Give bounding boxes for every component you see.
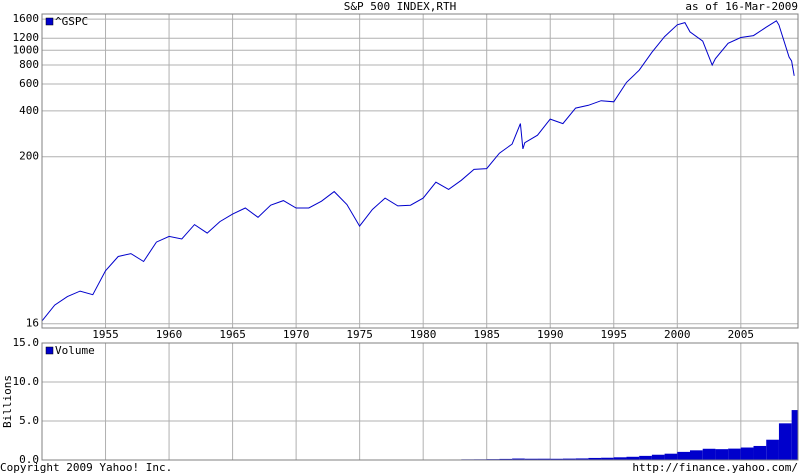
volume-bar xyxy=(651,454,665,460)
y-tick-label: 1200 xyxy=(13,31,40,44)
volume-bar xyxy=(677,451,690,460)
volume-bar xyxy=(524,458,538,460)
volume-bar xyxy=(766,439,779,460)
y-tick-label: 15.0 xyxy=(13,336,40,349)
x-tick-label: 1995 xyxy=(601,328,628,341)
volume-bar xyxy=(537,458,551,460)
volume-bar xyxy=(550,458,563,460)
x-tick-label: 1960 xyxy=(156,328,183,341)
volume-bar xyxy=(778,423,792,460)
volume-bar xyxy=(702,448,716,460)
y-tick-label: 200 xyxy=(19,150,39,163)
volume-bar xyxy=(639,455,652,460)
x-tick-label: 1990 xyxy=(537,328,564,341)
plot-area xyxy=(42,14,798,328)
x-tick-label: 1980 xyxy=(410,328,437,341)
source-url: http://finance.yahoo.com/ xyxy=(632,461,798,474)
volume-bar xyxy=(664,453,678,460)
volume-bar xyxy=(791,410,798,460)
y-tick-label: 16 xyxy=(26,317,39,330)
chart-subtitle: as of 16-Mar-2009 xyxy=(685,0,798,13)
x-tick-label: 1975 xyxy=(346,328,373,341)
x-tick-label: 1955 xyxy=(92,328,119,341)
volume-bar xyxy=(753,445,767,460)
legend-label: Volume xyxy=(55,344,95,357)
y-tick-label: 0.0 xyxy=(19,453,39,466)
y-tick-label: 600 xyxy=(19,77,39,90)
x-tick-label: 1965 xyxy=(219,328,246,341)
x-tick-label: 2005 xyxy=(728,328,755,341)
y-tick-label: 10.0 xyxy=(13,375,40,388)
volume-bar xyxy=(626,456,640,460)
y-tick-label: 800 xyxy=(19,58,39,71)
volume-bar xyxy=(613,457,627,460)
x-tick-label: 1985 xyxy=(473,328,500,341)
volume-bar xyxy=(601,457,614,460)
plot-frame xyxy=(41,342,799,461)
legend-swatch xyxy=(45,17,54,26)
legend-label: ^GSPC xyxy=(55,15,88,28)
y-tick-label: 1000 xyxy=(13,43,40,56)
volume-bar xyxy=(588,457,602,460)
chart-title: S&P 500 INDEX,RTH xyxy=(344,0,457,13)
price-line xyxy=(41,20,795,322)
legend-swatch xyxy=(45,346,54,355)
y-tick-label: 400 xyxy=(19,104,39,117)
y-axis-label: Billions xyxy=(1,375,14,428)
volume-bar xyxy=(728,448,741,460)
x-tick-label: 1970 xyxy=(283,328,310,341)
y-tick-label: 5.0 xyxy=(19,414,39,427)
volume-bar xyxy=(499,458,513,460)
volume-bar xyxy=(690,450,703,460)
volume-bar xyxy=(740,447,754,460)
plot-frame xyxy=(41,13,799,329)
plot-area xyxy=(42,343,798,460)
volume-bar xyxy=(575,458,589,460)
x-tick-label: 2000 xyxy=(664,328,691,341)
volume-bar xyxy=(512,458,525,460)
volume-bar xyxy=(562,458,576,460)
volume-bar xyxy=(715,449,729,460)
y-tick-label: 1600 xyxy=(13,12,40,25)
copyright: Copyright 2009 Yahoo! Inc. xyxy=(0,461,172,474)
